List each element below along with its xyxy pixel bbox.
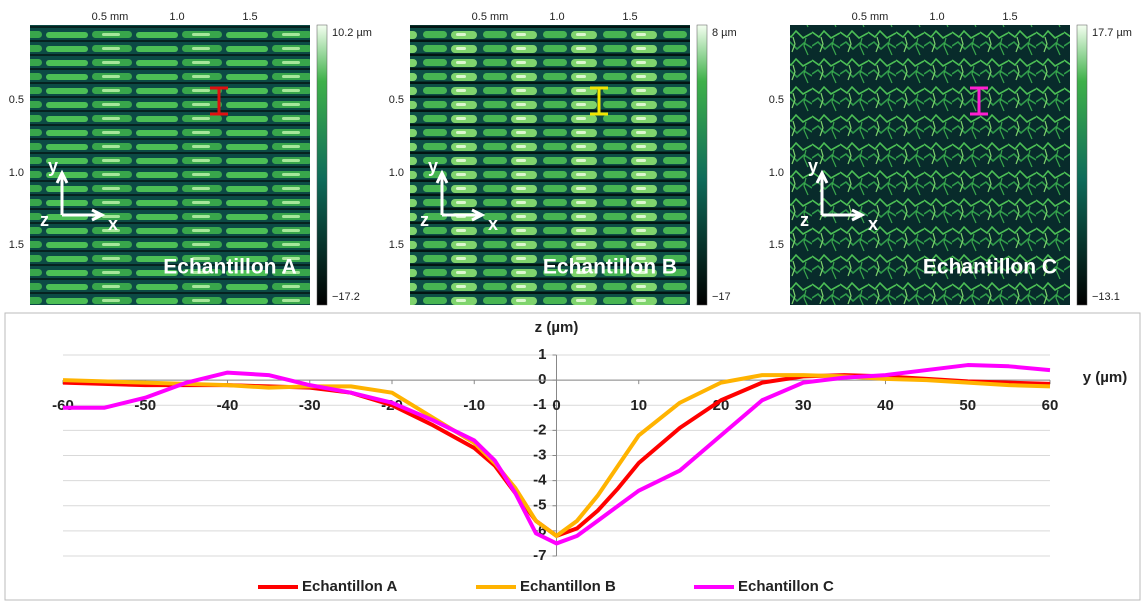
axis-letter: y <box>428 156 438 176</box>
left-tick-label: 0.5 <box>769 94 784 106</box>
x-tick-label: 10 <box>630 397 647 414</box>
y-tick-label: 1 <box>538 346 546 363</box>
top-tick-label: 1.0 <box>549 11 564 23</box>
y-tick-label: -7 <box>533 547 546 564</box>
colorbar-max: 8 µm <box>712 27 737 39</box>
colorbar-min: −17 <box>712 291 731 303</box>
sample-label: Echantillon B <box>543 256 677 279</box>
legend-label: Echantillon B <box>520 578 616 595</box>
axis-glyph <box>435 169 486 222</box>
y-tick-label: -2 <box>533 421 546 438</box>
surface-image <box>410 25 690 305</box>
left-tick-label: 1.5 <box>9 239 24 251</box>
x-tick-label: 40 <box>877 397 894 414</box>
x-tick-label: -50 <box>134 397 156 414</box>
legend-label: Echantillon C <box>738 578 834 595</box>
axis-letter: z <box>800 210 809 230</box>
top-tick-label: 0.5 mm <box>92 11 129 23</box>
top-tick-label: 1.5 <box>622 11 637 23</box>
axis-letter: z <box>40 210 49 230</box>
top-tick-label: 1.5 <box>1002 11 1017 23</box>
axis-letter: x <box>108 214 118 234</box>
sample-label: Echantillon C <box>923 256 1057 279</box>
y-tick-label: -3 <box>533 446 546 463</box>
profile-marker <box>590 86 608 116</box>
y-axis-title: z (µm) <box>535 319 579 336</box>
legend-label: Echantillon A <box>302 578 397 595</box>
colorbar <box>1076 24 1088 306</box>
top-tick-label: 1.0 <box>169 11 184 23</box>
left-tick-label: 1.0 <box>389 167 404 179</box>
x-tick-label: 60 <box>1042 397 1059 414</box>
left-tick-label: 0.5 <box>9 94 24 106</box>
y-tick-label: -1 <box>533 396 546 413</box>
colorbar-min: −13.1 <box>1092 291 1120 303</box>
x-tick-label: -10 <box>463 397 485 414</box>
colorbar <box>696 24 708 306</box>
sample-label: Echantillon A <box>163 256 296 279</box>
y-tick-label: -4 <box>533 472 547 489</box>
x-tick-label: 30 <box>795 397 812 414</box>
surface-image <box>790 25 1070 305</box>
chart-frame <box>4 312 1141 601</box>
colorbar-min: −17.2 <box>332 291 360 303</box>
top-tick-label: 0.5 mm <box>852 11 889 23</box>
profile-marker <box>210 86 228 116</box>
left-tick-label: 1.0 <box>9 167 24 179</box>
x-tick-label: -40 <box>217 397 239 414</box>
colorbar <box>316 24 328 306</box>
axis-letter: y <box>48 156 58 176</box>
data-line <box>63 363 1051 546</box>
axis-letter: x <box>488 214 498 234</box>
colorbar-max: 17.7 µm <box>1092 27 1132 39</box>
x-tick-label: 50 <box>959 397 976 414</box>
top-tick-label: 1.5 <box>242 11 257 23</box>
left-tick-label: 1.0 <box>769 167 784 179</box>
left-tick-label: 0.5 <box>389 94 404 106</box>
axis-letter: z <box>420 210 429 230</box>
y-tick-label: -5 <box>533 497 546 514</box>
surface-image <box>30 25 310 305</box>
axis-glyph <box>55 169 106 222</box>
axis-glyph <box>815 169 866 222</box>
axis-letter: y <box>808 156 818 176</box>
x-axis-title: y (µm) <box>1083 369 1127 386</box>
x-tick-label: -30 <box>299 397 321 414</box>
colorbar-max: 10.2 µm <box>332 27 372 39</box>
left-tick-label: 1.5 <box>389 239 404 251</box>
axis-letter: x <box>868 214 878 234</box>
left-tick-label: 1.5 <box>769 239 784 251</box>
y-tick-label: 0 <box>538 371 546 388</box>
x-tick-label: -60 <box>52 397 74 414</box>
top-tick-label: 1.0 <box>929 11 944 23</box>
x-tick-label: 0 <box>552 397 560 414</box>
profile-marker <box>970 86 988 116</box>
top-tick-label: 0.5 mm <box>472 11 509 23</box>
